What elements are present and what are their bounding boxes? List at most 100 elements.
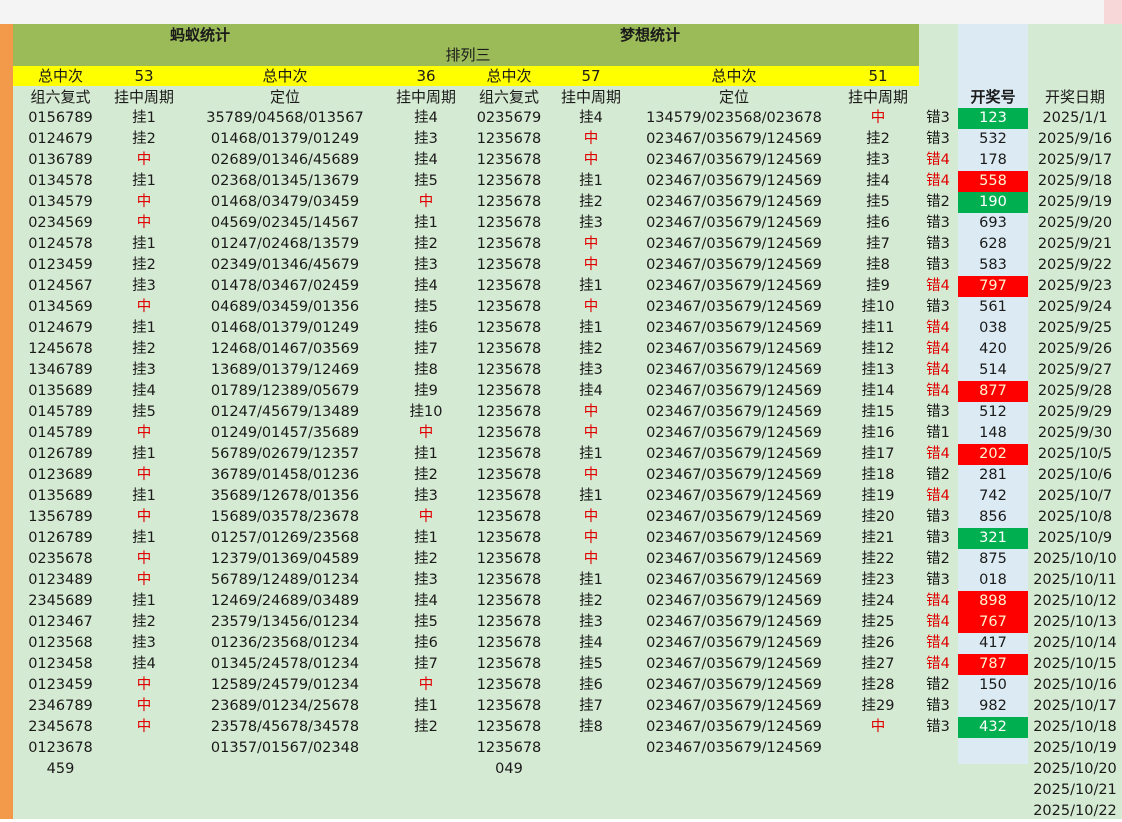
ant-position-cycle-cell: 挂3 bbox=[414, 131, 438, 148]
ant-position-cell: 15689/03578/23678 bbox=[210, 509, 360, 526]
ant-position-cell: 01247/45679/13489 bbox=[210, 404, 360, 421]
ant-position-cycle-cell: 挂1 bbox=[414, 698, 438, 715]
draw-date-cell: 2025/10/19 bbox=[1033, 740, 1117, 757]
dream-group6-cell: 1235678 bbox=[476, 278, 542, 295]
ant-position-cycle-cell: 挂2 bbox=[414, 719, 438, 736]
ant-group6-cell: 0235678 bbox=[28, 551, 93, 568]
dream-position-cell: 023467/035679/124569 bbox=[646, 152, 822, 169]
dream-position-cell: 023467/035679/124569 bbox=[646, 341, 822, 358]
dream-position-cycle-cell: 挂11 bbox=[861, 320, 895, 337]
ant-position-cell: 01345/24578/01234 bbox=[210, 656, 360, 673]
dream-group6-cycle-cell: 挂1 bbox=[579, 446, 603, 463]
dream-position-cycle-cell: 挂6 bbox=[866, 215, 890, 232]
error-count-cell: 错3 bbox=[926, 110, 950, 127]
error-count-cell: 错3 bbox=[926, 509, 950, 526]
draw-date-cell: 2025/9/30 bbox=[1037, 425, 1113, 442]
dream-position-cycle-cell: 挂10 bbox=[861, 299, 895, 316]
draw-number-cell: 787 bbox=[958, 654, 1028, 675]
dream-group6-cycle-cell: 挂3 bbox=[579, 362, 603, 379]
dream-group6-cycle-cell: 中 bbox=[583, 467, 599, 484]
dream-group6-cycle-cell: 中 bbox=[583, 131, 599, 148]
ant-position-cell: 01468/01379/01249 bbox=[210, 320, 360, 337]
dream-group6-cycle-cell: 挂4 bbox=[579, 635, 603, 652]
dream-group6-cycle-cell: 挂2 bbox=[579, 341, 603, 358]
dream-position-cell bbox=[626, 780, 842, 801]
ant-group6-cell: 0123678 bbox=[28, 740, 93, 757]
dream-position-cell: 134579/023568/023678 bbox=[646, 110, 822, 127]
ant-group6-cycle-cell: 挂1 bbox=[132, 593, 156, 610]
ant-position-cycle-cell: 挂6 bbox=[414, 635, 438, 652]
dream-group6-cycle-cell: 中 bbox=[583, 551, 599, 568]
draw-number-cell: 202 bbox=[958, 444, 1028, 465]
ant-group6-cell: 0134578 bbox=[28, 173, 93, 190]
dream-group6-cycle-cell: 挂5 bbox=[579, 656, 603, 673]
draw-date-cell: 2025/10/15 bbox=[1033, 656, 1117, 673]
ant-group6-cycle-cell: 挂2 bbox=[132, 341, 156, 358]
dream-group6-cycle-cell: 中 bbox=[583, 257, 599, 274]
ant-group6-cell: 0124578 bbox=[28, 236, 93, 253]
ant-position-cycle-cell: 中 bbox=[418, 509, 434, 526]
error-count-cell: 错3 bbox=[926, 698, 950, 715]
draw-number-cell: 561 bbox=[979, 299, 1007, 316]
dream-position-cell: 023467/035679/124569 bbox=[646, 488, 822, 505]
draw-number-cell: 190 bbox=[958, 192, 1028, 213]
ant-position-cycle-cell: 挂8 bbox=[414, 362, 438, 379]
ant-group6-cycle-cell: 中 bbox=[136, 698, 152, 715]
ant-group6-cycle-cell: 挂1 bbox=[132, 236, 156, 253]
dream-group6-cell: 1235678 bbox=[476, 719, 542, 736]
dream-position-cycle-cell: 挂17 bbox=[861, 446, 895, 463]
ant-position-cycle-cell: 挂4 bbox=[414, 152, 438, 169]
dream-position-hits-value: 51 bbox=[868, 66, 888, 85]
col-ant-group6-cycle: 挂中周期 bbox=[113, 87, 174, 106]
ant-position-cell: 56789/02679/12357 bbox=[210, 446, 360, 463]
dream-position-cell: 023467/035679/124569 bbox=[646, 173, 822, 190]
ant-position-cycle-cell: 中 bbox=[418, 425, 434, 442]
draw-number-cell: 982 bbox=[979, 698, 1007, 715]
dream-group6-cell: 1235678 bbox=[476, 152, 542, 169]
ant-group6-cell: 2346789 bbox=[28, 698, 93, 715]
dream-position-cycle-cell: 挂22 bbox=[861, 551, 895, 568]
dream-position-cycle-cell: 挂29 bbox=[861, 698, 895, 715]
dream-position-cell: 023467/035679/124569 bbox=[646, 530, 822, 547]
error-count-cell: 错2 bbox=[926, 467, 950, 484]
draw-number-cell: 178 bbox=[979, 152, 1007, 169]
dream-position-cell: 023467/035679/124569 bbox=[646, 635, 822, 652]
ant-group6-cell: 0134579 bbox=[28, 194, 93, 211]
ant-group6-cell bbox=[13, 780, 108, 801]
col-dream-group6: 组六复式 bbox=[478, 87, 539, 106]
dream-position-cell: 023467/035679/124569 bbox=[646, 719, 822, 736]
draw-number-cell: 898 bbox=[958, 591, 1028, 612]
dream-position-cell: 023467/035679/124569 bbox=[646, 551, 822, 568]
dream-position-cell: 023467/035679/124569 bbox=[646, 740, 822, 757]
dream-position-cycle-cell: 挂14 bbox=[861, 383, 895, 400]
ant-position-cell: 36789/01458/01236 bbox=[210, 467, 360, 484]
dream-position-cycle-cell: 挂28 bbox=[861, 677, 895, 694]
ant-position-cell: 35689/12678/01356 bbox=[210, 488, 360, 505]
dream-position-cell: 023467/035679/124569 bbox=[646, 404, 822, 421]
ant-group6-cell: 2345689 bbox=[28, 593, 93, 610]
draw-date-cell: 2025/10/20 bbox=[1033, 761, 1117, 778]
dream-group6-cell: 1235678 bbox=[476, 698, 542, 715]
section-header-band bbox=[13, 24, 919, 66]
ant-position-cell: 13689/01379/12469 bbox=[210, 362, 360, 379]
draw-number-cell: 321 bbox=[958, 528, 1028, 549]
dream-position-cycle-cell: 挂24 bbox=[861, 593, 895, 610]
dream-group6-cell: 1235678 bbox=[476, 530, 542, 547]
dream-position-cycle-cell: 挂23 bbox=[861, 572, 895, 589]
col-draw-number: 开奖号 bbox=[970, 87, 1016, 106]
dream-group6-cycle-cell: 挂1 bbox=[579, 488, 603, 505]
error-count-cell: 错3 bbox=[926, 530, 950, 547]
ant-group6-cycle-cell: 挂3 bbox=[132, 278, 156, 295]
draw-number-cell: 420 bbox=[979, 341, 1007, 358]
error-count-cell: 错3 bbox=[926, 404, 950, 421]
ant-group6-cycle-cell: 中 bbox=[136, 425, 152, 442]
dream-position-cell: 023467/035679/124569 bbox=[646, 236, 822, 253]
ant-position-cell: 12469/24689/03489 bbox=[210, 593, 360, 610]
ant-position-cycle-cell bbox=[390, 759, 462, 780]
dream-position-cycle-cell: 挂15 bbox=[861, 404, 895, 421]
col-ant-group6: 组六复式 bbox=[30, 87, 91, 106]
dream-group6-cycle-cell bbox=[556, 780, 626, 801]
draw-date-cell: 2025/9/16 bbox=[1037, 131, 1113, 148]
ant-position-cell: 01468/03479/03459 bbox=[210, 194, 360, 211]
ant-group6-cycle-cell: 中 bbox=[136, 677, 152, 694]
